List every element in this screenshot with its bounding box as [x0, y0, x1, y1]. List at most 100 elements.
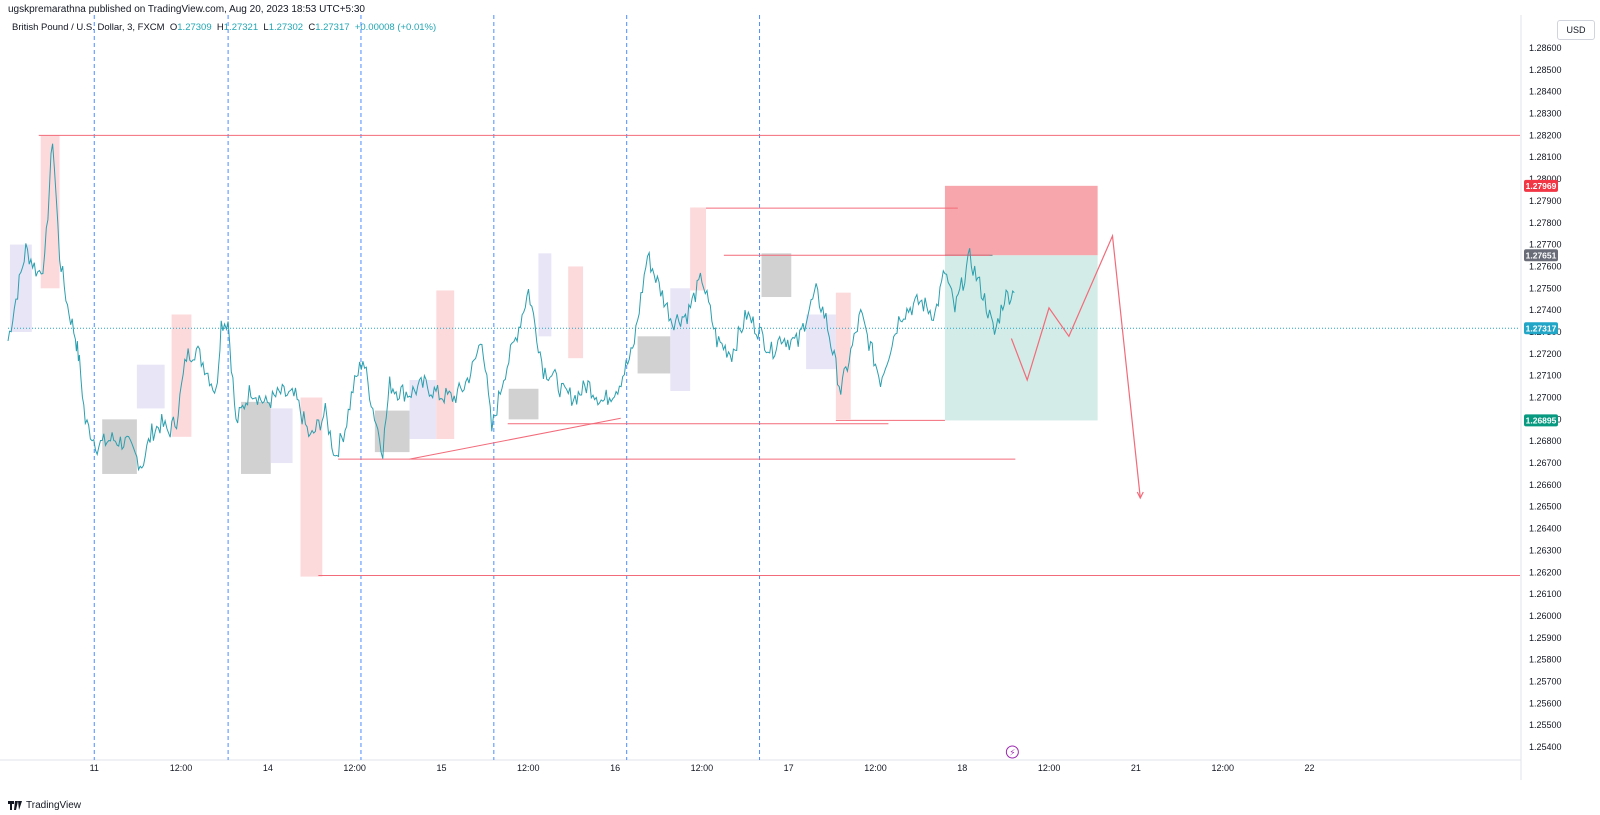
y-tick-label: 1.28300	[1529, 109, 1562, 119]
price-label-text: 1.27969	[1526, 181, 1557, 191]
y-tick-label: 1.27800	[1529, 218, 1562, 228]
zone-box	[690, 207, 706, 291]
x-tick-label: 16	[610, 763, 620, 773]
symbol-name[interactable]: British Pound / U.S. Dollar, 3, FXCM	[12, 22, 165, 33]
take-profit-zone	[944, 255, 1098, 421]
zone-box	[761, 253, 792, 298]
high-label: H	[216, 22, 224, 33]
publisher-line: ugskpremarathna published on TradingView…	[8, 4, 365, 15]
x-tick-label: 12:00	[517, 763, 540, 773]
zone-box	[637, 336, 671, 374]
y-tick-label: 1.28400	[1529, 87, 1562, 97]
open-value: 1.27309	[177, 22, 212, 33]
trend-line	[409, 417, 621, 460]
close-value: 1.27317	[315, 22, 350, 33]
y-tick-label: 1.25600	[1529, 698, 1562, 708]
event-circle	[1005, 745, 1019, 759]
y-tick-label: 1.26800	[1529, 436, 1562, 446]
y-tick-label: 1.26600	[1529, 480, 1562, 490]
y-tick-label: 1.26700	[1529, 458, 1562, 468]
y-tick-label: 1.27000	[1529, 393, 1562, 403]
low-value: 1.27302	[268, 22, 304, 33]
horizontal-levels[interactable]	[8, 134, 1520, 577]
zone-box	[835, 292, 851, 420]
zone-box	[300, 397, 323, 577]
symbol-legend: British Pound / U.S. Dollar, 3, FXCM O1.…	[12, 22, 436, 33]
change-value: +0.00008 (+0.01%)	[354, 22, 437, 33]
y-tick-label: 1.28500	[1529, 65, 1562, 75]
y-tick-label: 1.25400	[1529, 742, 1562, 752]
stop-loss-zone	[944, 185, 1098, 256]
x-tick-label: 15	[436, 763, 446, 773]
zone-box	[102, 419, 137, 474]
zone-box	[270, 408, 293, 464]
x-tick-label: 22	[1305, 763, 1315, 773]
price-axis-ticks: 1.28600 1.28500 1.28400 1.28300 1.28200 1.281…	[1529, 43, 1562, 752]
y-tick-label: 1.28600	[1529, 43, 1562, 53]
zone-box	[9, 244, 32, 332]
close-label: C	[308, 22, 316, 33]
zone-box	[670, 288, 691, 391]
x-tick-label: 17	[784, 763, 794, 773]
zone-box	[240, 401, 271, 474]
price-label-text: 1.26895	[1526, 416, 1557, 426]
x-tick-label: 18	[957, 763, 967, 773]
price-label-box	[1524, 414, 1558, 427]
zone-box	[508, 388, 539, 420]
y-tick-label: 1.25800	[1529, 655, 1562, 665]
y-tick-label: 1.28000	[1529, 174, 1562, 184]
zone-boxes	[9, 135, 851, 577]
x-tick-label: 12:00	[864, 763, 887, 773]
y-tick-label: 1.25700	[1529, 676, 1562, 686]
y-tick-label: 1.26200	[1529, 567, 1562, 577]
x-tick-label: 12:00	[343, 763, 366, 773]
price-label-text: 1.27651	[1526, 250, 1557, 260]
y-tick-label: 1.26000	[1529, 611, 1562, 621]
y-tick-label: 1.28200	[1529, 130, 1562, 140]
price-label-text: 1.27317	[1526, 323, 1557, 333]
tradingview-logo-text: TradingView	[26, 800, 82, 811]
price-line	[7, 143, 1015, 472]
price-label-box	[1524, 179, 1558, 192]
zone-box	[806, 314, 836, 370]
x-tick-label: 21	[1131, 763, 1141, 773]
x-tick-label: 12:00	[691, 763, 714, 773]
x-tick-label: 11	[90, 763, 99, 773]
price-series	[7, 143, 1015, 472]
y-tick-label: 1.26300	[1529, 545, 1562, 555]
tradingview-logo-icon	[8, 801, 22, 810]
time-axis-ticks: 11 12:00 14 12:00 15 12:00 16 12:00 17 12:00 18 12:…	[90, 763, 1315, 773]
y-tick-label: 1.25900	[1529, 633, 1562, 643]
event-marker[interactable]: ⚡	[1005, 745, 1019, 759]
y-tick-label: 1.26100	[1529, 589, 1562, 599]
x-tick-label: 12:00	[170, 763, 193, 773]
session-dividers	[93, 15, 761, 760]
short-position-tool[interactable]	[944, 185, 1098, 421]
y-tick-label: 1.27100	[1529, 371, 1562, 381]
price-axis-labels: 1.27969 1.27651 1.27317 1.26895	[1524, 179, 1558, 427]
projection-path[interactable]	[1010, 233, 1144, 500]
y-tick-label: 1.27600	[1529, 261, 1562, 271]
projection-arrow	[1136, 491, 1144, 500]
tradingview-logo[interactable]: TradingView	[8, 800, 81, 811]
y-tick-label: 1.26400	[1529, 524, 1562, 534]
y-tick-label: 1.26500	[1529, 502, 1562, 512]
price-label-box	[1524, 249, 1558, 262]
price-label-box	[1524, 322, 1558, 335]
y-tick-label: 1.27700	[1529, 240, 1562, 250]
high-value: 1.27321	[223, 22, 259, 33]
currency-button[interactable]: USD	[1557, 20, 1595, 40]
x-tick-label: 14	[263, 763, 273, 773]
x-tick-label: 12:00	[1211, 763, 1234, 773]
y-tick-label: 1.27400	[1529, 305, 1562, 315]
y-tick-label: 1.27900	[1529, 196, 1562, 206]
zone-box	[538, 253, 552, 337]
y-tick-label: 1.25500	[1529, 720, 1562, 730]
y-tick-label: 1.28100	[1529, 152, 1562, 162]
lightning-icon: ⚡	[1009, 749, 1015, 759]
zone-box	[171, 314, 192, 437]
y-tick-label: 1.27200	[1529, 349, 1562, 359]
zone-box	[436, 290, 455, 440]
zone-box	[568, 266, 584, 359]
